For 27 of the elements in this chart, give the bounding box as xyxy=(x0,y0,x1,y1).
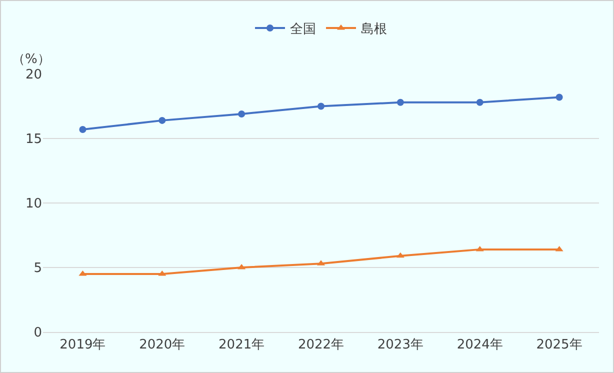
legend-label: 島根 xyxy=(361,22,387,38)
point xyxy=(555,246,564,252)
point xyxy=(78,270,87,276)
point xyxy=(318,102,324,110)
x-tick-label: 2024年 xyxy=(456,338,503,353)
legend-label: 全国 xyxy=(290,22,316,38)
y-tick-label: 0 xyxy=(34,326,42,341)
point xyxy=(476,246,484,252)
point xyxy=(158,270,166,276)
x-tick-label: 2019年 xyxy=(60,338,106,353)
x-tick-label: 2020年 xyxy=(139,338,186,353)
point xyxy=(556,94,563,101)
point xyxy=(79,126,86,133)
y-tick-label: 15 xyxy=(25,132,42,148)
x-tick-label: 2021年 xyxy=(218,338,265,353)
y-axis-title: （%） xyxy=(12,52,50,67)
point xyxy=(158,116,166,124)
point xyxy=(238,110,246,118)
point xyxy=(476,98,484,106)
x-tick-label: 2022年 xyxy=(298,338,344,353)
x-tick-label: 2023年 xyxy=(377,338,424,353)
point xyxy=(396,98,404,106)
y-tick-label: 5 xyxy=(34,261,42,276)
x-tick-label: 2025年 xyxy=(536,338,582,353)
y-tick-label: 20 xyxy=(25,68,42,83)
point xyxy=(396,252,404,258)
y-tick-label: 10 xyxy=(25,196,42,212)
